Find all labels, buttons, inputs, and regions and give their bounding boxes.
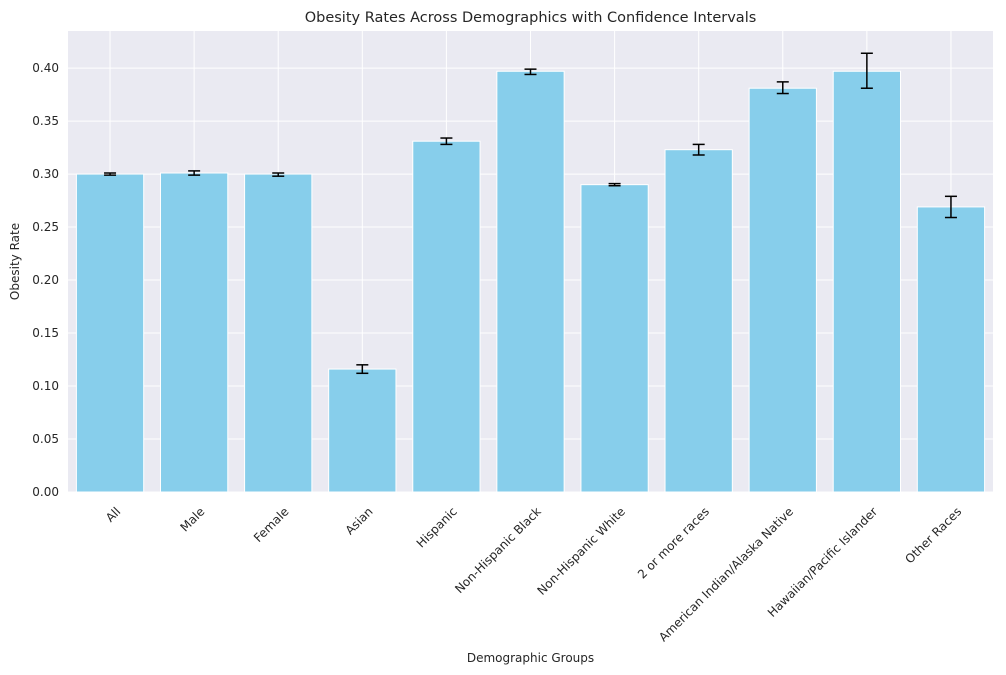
x-tick-label: All [103,504,123,524]
y-tick-label: 0.35 [32,114,59,128]
bar [832,70,902,493]
y-tick-label: 0.15 [32,326,59,340]
bar [916,206,986,493]
error-bar [524,68,537,76]
bar [244,173,313,493]
x-tick-label: Non-Hispanic Black [452,504,544,596]
y-tick-label: 0.30 [32,167,59,181]
y-tick-label: 0.05 [32,432,59,446]
error-bar [692,143,705,156]
error-bar [776,81,789,95]
error-bar [944,195,957,219]
bar [160,172,229,493]
x-tick-label: 2 or more races [635,504,712,581]
error-bar [356,364,369,375]
error-bar [440,137,453,146]
bar [328,368,397,493]
error-bar [608,182,621,187]
bar [580,184,649,493]
y-tick-label: 0.00 [32,485,59,499]
error-bar [104,172,117,176]
bar [412,140,481,493]
bar [664,149,733,493]
x-tick-label: Non-Hispanic White [535,504,628,597]
y-axis-label: Obesity Rate [8,223,22,300]
y-tick-label: 0.40 [32,61,59,75]
y-tick-label: 0.25 [32,220,59,234]
x-tick-label: Hispanic [414,504,460,550]
x-tick-label: Other Races [902,504,964,566]
error-bar [272,172,285,177]
x-tick-label: American Indian/Alaska Native [656,504,796,644]
x-axis-label: Demographic Groups [467,651,594,665]
error-bar [188,170,201,176]
bars [75,70,986,493]
error-bars [104,52,957,375]
y-tick-label: 0.20 [32,273,59,287]
bar [496,70,565,493]
bar [748,87,817,493]
x-tick-label: Asian [343,504,376,537]
y-axis-ticks: 0.00 0.05 0.10 0.15 0.20 0.25 0.30 0.35 0.40 [32,61,59,499]
chart-title: Obesity Rates Across Demographics with C… [305,10,757,26]
x-tick-label: Female [251,504,292,545]
y-tick-label: 0.10 [32,379,59,393]
error-bar [860,52,873,89]
bar [75,173,145,493]
x-tick-label: Male [177,504,207,534]
